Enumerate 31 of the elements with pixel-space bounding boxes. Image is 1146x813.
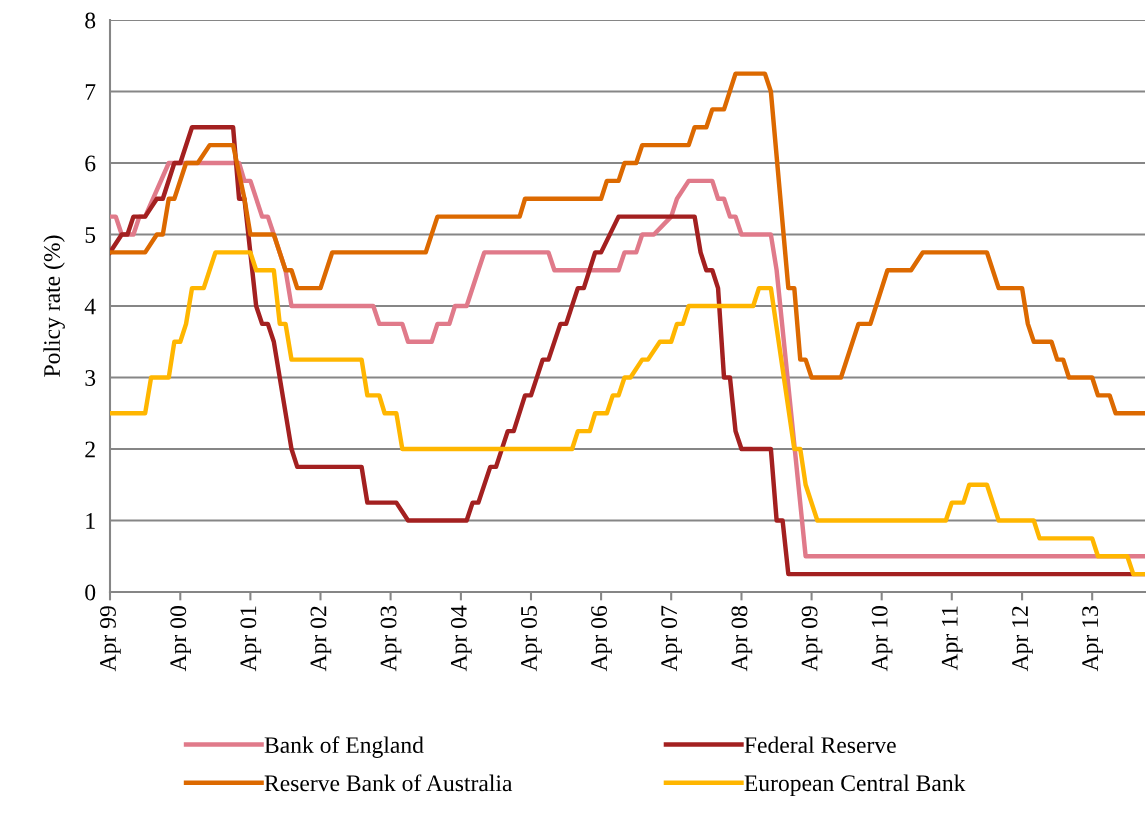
y-tick-label: 5 xyxy=(85,227,96,243)
x-tick-label: Apr 11 xyxy=(941,606,963,671)
y-tick-label: 0 xyxy=(85,584,96,601)
y-tick-label: 1 xyxy=(86,513,95,529)
line-series xyxy=(110,250,1145,577)
y-tick-label: 6 xyxy=(85,155,96,172)
x-tick-label: Apr 01 xyxy=(240,606,262,672)
legend-label: Reserve Bank of Australia xyxy=(264,774,513,792)
x-tick-label: Apr 07 xyxy=(661,605,682,672)
x-tick-label: Apr 99 xyxy=(100,606,121,672)
line-series xyxy=(110,71,1145,416)
x-tick-label: Apr 09 xyxy=(801,606,823,672)
x-tick-label: Apr 13 xyxy=(1082,606,1103,672)
legend-label: European Central Bank xyxy=(744,774,966,796)
x-tick-label: Apr 00 xyxy=(170,606,191,672)
x-tick-label: Apr 03 xyxy=(380,606,402,672)
y-tick-label: 3 xyxy=(85,370,96,386)
x-tick-label: Apr 12 xyxy=(1012,606,1033,672)
x-tick-label: Apr 02 xyxy=(310,606,332,672)
y-tick-label: 8 xyxy=(85,12,96,29)
y-axis-title: Policy rate (%) xyxy=(43,235,65,377)
x-tick-label: Apr 06 xyxy=(591,605,612,672)
y-tick-label: 7 xyxy=(85,84,96,100)
x-tick-label: Apr 08 xyxy=(731,606,753,672)
legend-label: Bank of England xyxy=(264,736,424,758)
y-tick-label: 2 xyxy=(85,441,95,458)
x-tick-label: Apr 10 xyxy=(871,606,893,672)
y-tick-label: 4 xyxy=(84,298,96,315)
legend-label: Federal Reserve xyxy=(744,736,896,754)
x-tick-label: Apr 04 xyxy=(450,605,472,672)
x-tick-label: Apr 05 xyxy=(520,606,542,672)
